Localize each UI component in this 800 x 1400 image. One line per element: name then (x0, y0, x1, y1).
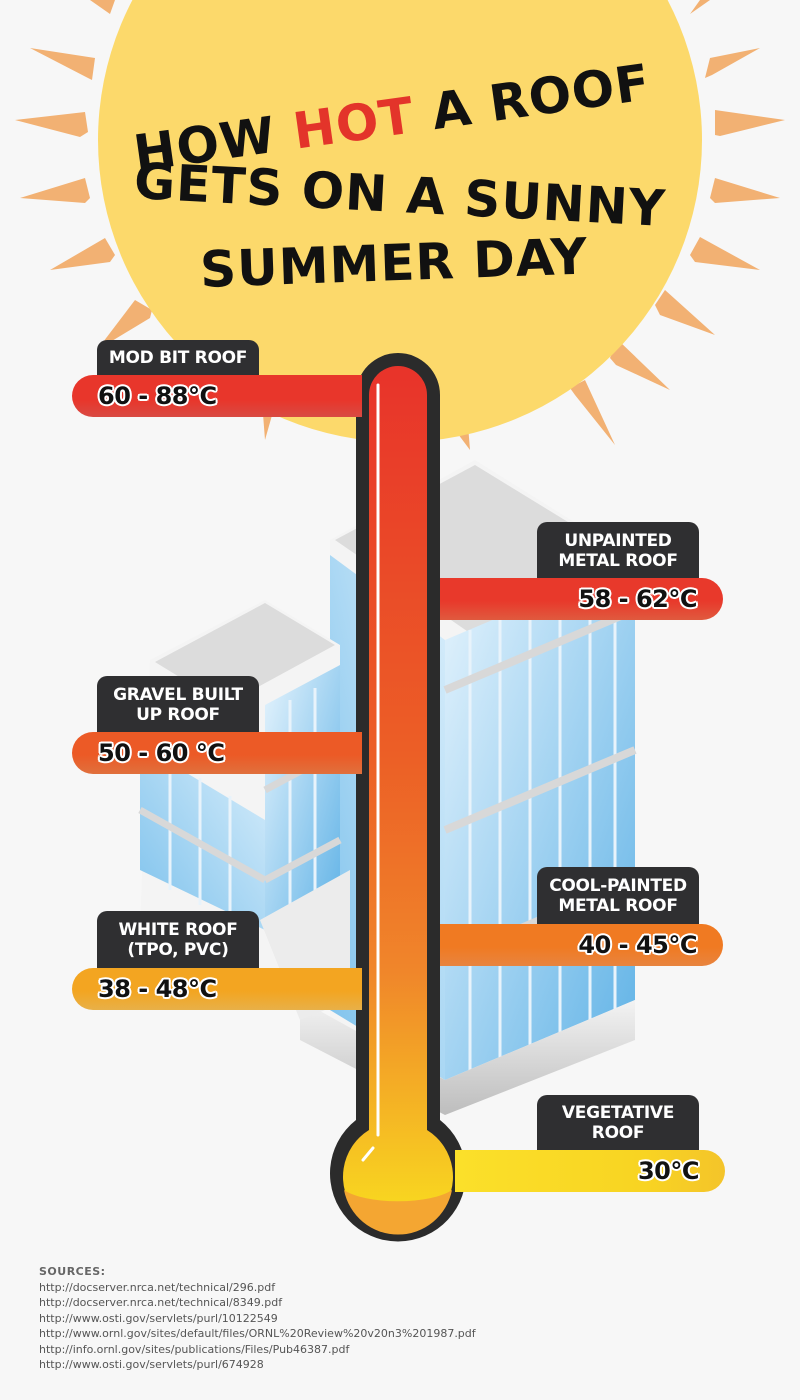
roof-label: MOD BIT ROOF (97, 340, 259, 376)
source-link[interactable]: http://info.ornl.gov/sites/publications/… (39, 1342, 350, 1356)
source-link[interactable]: http://www.ornl.gov/sites/default/files/… (39, 1327, 476, 1340)
source-link[interactable]: http://docserver.nrca.net/technical/8349… (39, 1296, 283, 1309)
roof-label: GRAVEL BUILT UP ROOF (97, 676, 259, 733)
temp-bar: 60 - 88°C (72, 375, 362, 417)
temp-bar: 40 - 45°C (440, 924, 723, 966)
sun-rays (15, 0, 785, 450)
temp-value: 60 - 88°C (98, 382, 217, 410)
temp-bar: 50 - 60 °C (72, 732, 362, 774)
sources-header: SOURCES: (39, 1265, 106, 1278)
temp-value: 40 - 45°C (578, 931, 697, 959)
roof-label: UNPAINTED METAL ROOF (537, 522, 699, 579)
source-link[interactable]: http://docserver.nrca.net/technical/296.… (39, 1280, 276, 1294)
temp-bar: 30°C (455, 1150, 725, 1192)
sun (98, 0, 702, 442)
temp-bar: 58 - 62°C (440, 578, 723, 620)
temp-value: 58 - 62°C (578, 585, 697, 613)
temp-value: 30°C (637, 1157, 700, 1185)
source-link[interactable]: http://www.osti.gov/servlets/purl/674928 (39, 1358, 264, 1371)
thermometer (330, 353, 466, 1242)
temp-value: 50 - 60 °C (98, 739, 225, 767)
temp-value: 38 - 48°C (98, 975, 217, 1003)
sources: SOURCES: http://docserver.nrca.net/techn… (39, 1264, 476, 1373)
roof-label: VEGETATIVE ROOF (537, 1095, 699, 1151)
roof-label: WHITE ROOF (TPO, PVC) (97, 911, 259, 969)
roof-label: COOL-PAINTED METAL ROOF (537, 867, 699, 925)
source-link[interactable]: http://www.osti.gov/servlets/purl/101225… (39, 1311, 278, 1325)
temp-bar: 38 - 48°C (72, 968, 362, 1010)
